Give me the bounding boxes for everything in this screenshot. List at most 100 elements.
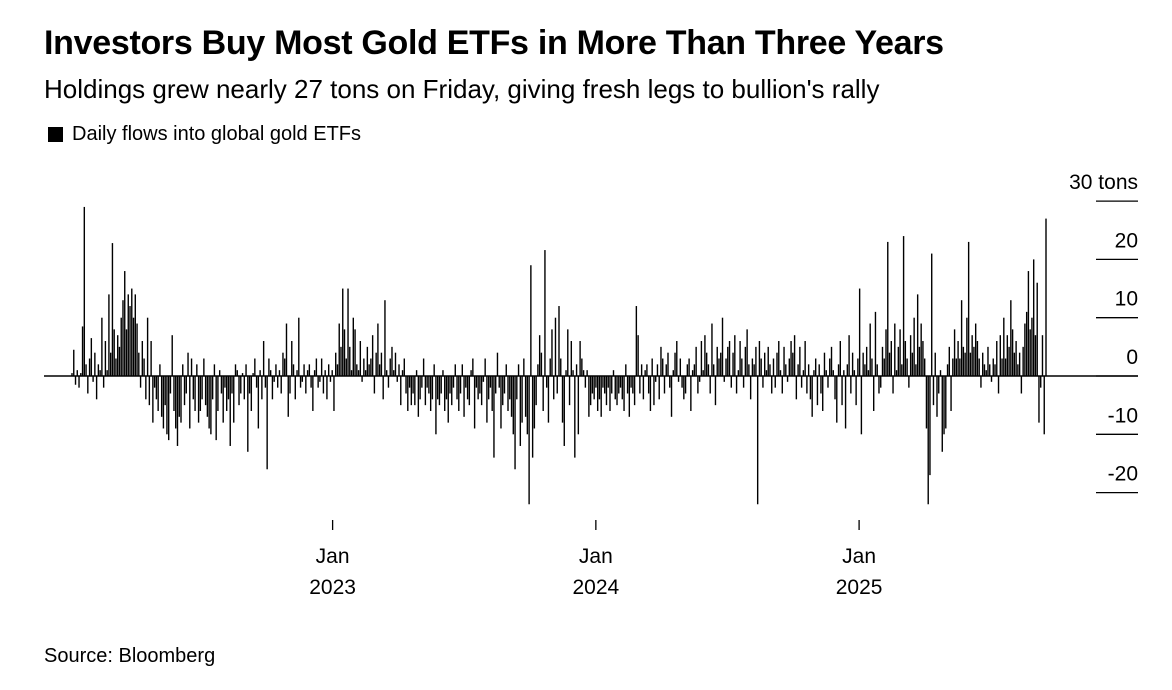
flow-bar <box>479 376 481 394</box>
x-tick-label-year: 2024 <box>572 576 619 599</box>
flow-bar <box>204 376 207 406</box>
flow-bar <box>906 358 908 376</box>
flow-bar <box>512 376 514 435</box>
y-axis: 30 tons 20 10 0 -10 -20 <box>1069 171 1138 494</box>
flow-bar <box>183 376 186 406</box>
flow-bar <box>649 376 652 411</box>
flow-bar <box>391 346 393 376</box>
flow-bar <box>811 376 813 417</box>
flow-bar <box>83 206 86 376</box>
flow-bar <box>187 352 189 376</box>
flow-bar <box>702 370 704 376</box>
flow-bar <box>1004 358 1007 376</box>
flow-bar <box>356 364 358 376</box>
flow-bar <box>797 364 799 376</box>
flow-bar <box>734 335 736 376</box>
flow-bar <box>87 376 89 394</box>
flow-bar <box>1022 346 1024 376</box>
flow-bar <box>646 364 648 376</box>
flow-bar <box>779 370 782 376</box>
flow-bar <box>820 376 822 394</box>
flow-bar <box>656 364 659 376</box>
flow-bar <box>117 335 119 376</box>
flow-bar <box>588 376 590 417</box>
flow-bar <box>992 358 994 376</box>
flow-bar <box>435 376 437 435</box>
flow-bar <box>586 370 588 376</box>
flow-bar <box>690 376 692 411</box>
flow-bar <box>802 370 805 376</box>
flow-bar <box>778 341 780 376</box>
flow-bar <box>122 300 124 376</box>
flow-bar <box>240 376 242 394</box>
flow-bar <box>809 376 812 400</box>
flow-bar <box>218 370 221 376</box>
flow-bar <box>305 376 307 394</box>
flow-bar <box>825 370 827 376</box>
flow-bar <box>609 376 611 411</box>
flow-bar <box>80 373 82 376</box>
flow-bar <box>141 341 144 376</box>
flow-bar <box>173 376 175 411</box>
flow-bar <box>387 376 390 388</box>
flow-bar <box>869 323 871 376</box>
flow-bar <box>350 370 353 376</box>
flow-bar <box>946 364 949 376</box>
flow-bar <box>486 376 488 423</box>
flow-bar <box>1032 259 1035 376</box>
flow-bar <box>651 358 653 376</box>
flow-bar <box>581 358 583 376</box>
flow-bar <box>952 358 954 376</box>
flow-bar <box>354 329 356 376</box>
flow-bar <box>751 358 754 376</box>
flow-bar <box>182 364 184 376</box>
flow-bar <box>818 364 820 376</box>
flow-bar <box>266 376 268 470</box>
flow-bar <box>331 370 333 376</box>
flow-bar <box>95 376 98 400</box>
flow-bar <box>176 376 179 446</box>
flow-bar <box>336 364 339 376</box>
flow-bar <box>496 352 499 376</box>
flow-bar <box>217 376 219 411</box>
flow-bar <box>732 352 734 376</box>
flow-bar <box>716 346 718 376</box>
flow-bar <box>669 376 671 388</box>
flow-bar <box>837 364 840 376</box>
flow-bar <box>458 376 460 411</box>
flow-bar <box>291 341 293 376</box>
flow-bar <box>792 352 794 376</box>
flow-bar <box>707 364 710 376</box>
flow-bar <box>943 376 945 435</box>
flow-bar <box>454 364 456 376</box>
flow-bar <box>939 370 942 376</box>
flow-bar <box>296 370 298 376</box>
flow-bar <box>885 329 887 376</box>
flow-bar <box>111 243 114 376</box>
flow-bar <box>836 376 838 423</box>
flow-bar <box>166 376 168 435</box>
flow-bar <box>720 352 722 376</box>
flow-bar <box>491 376 493 411</box>
flow-bar <box>1024 323 1026 376</box>
flow-bar <box>915 364 917 376</box>
flow-bar <box>677 376 680 382</box>
flow-bar <box>628 376 631 417</box>
flow-bar <box>1045 218 1047 376</box>
flow-bar <box>901 364 903 376</box>
flow-bar <box>368 364 370 376</box>
flow-bar <box>139 376 142 388</box>
flow-bar <box>74 376 77 385</box>
flow-bar <box>262 341 265 376</box>
flow-bar <box>517 364 520 376</box>
flow-bar <box>280 376 282 394</box>
flow-bar <box>846 364 849 376</box>
flow-bar <box>226 376 228 411</box>
flow-bar <box>971 335 973 376</box>
flow-bar <box>322 376 325 394</box>
flow-bar <box>255 376 258 388</box>
flow-bar <box>463 376 465 417</box>
flow-bar <box>746 329 748 376</box>
flow-bar <box>800 376 803 388</box>
flow-bar <box>1025 311 1028 376</box>
